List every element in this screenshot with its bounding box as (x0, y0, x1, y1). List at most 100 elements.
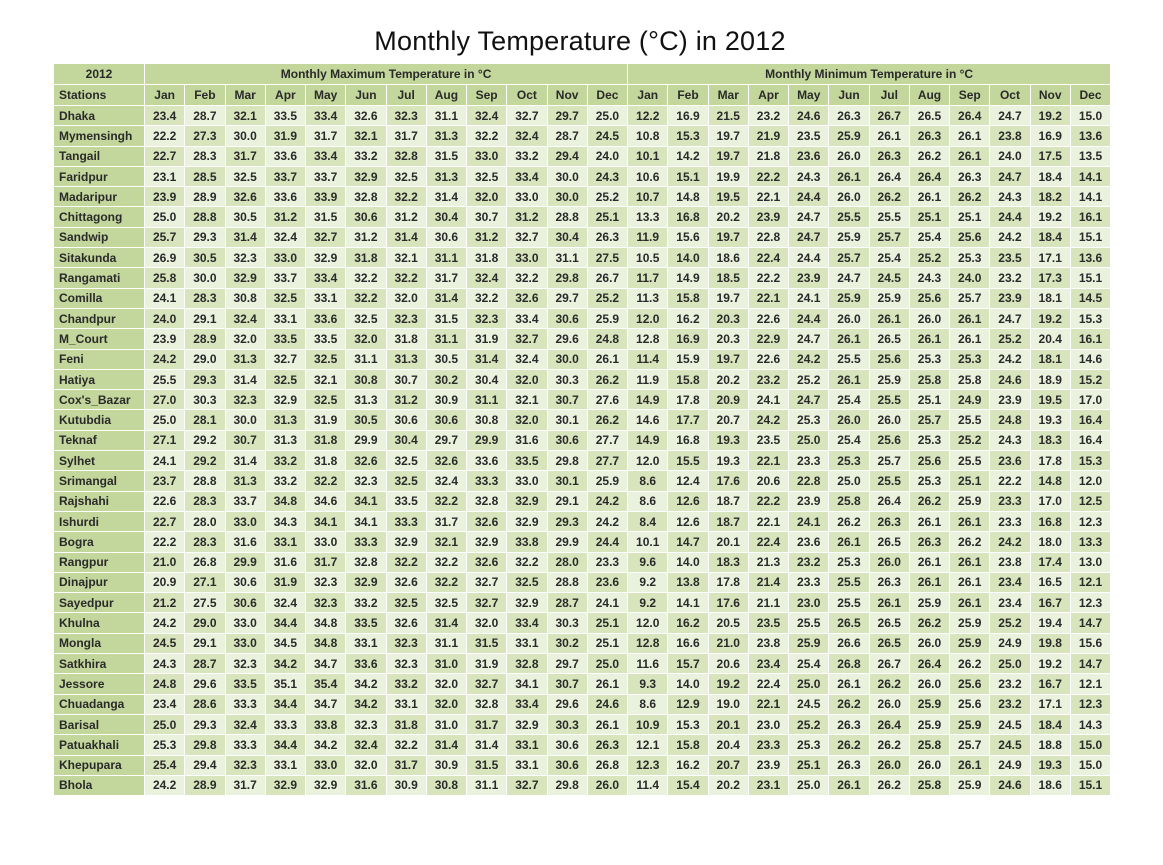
min-temperature-cell: 9.6 (627, 551, 669, 573)
max-temperature-cell: 32.7 (264, 348, 307, 370)
max-temperature-cell: 31.1 (546, 247, 588, 269)
max-temperature-cell: 31.3 (264, 429, 307, 452)
min-temperature-cell: 24.2 (989, 348, 1031, 370)
max-temperature-cell: 31.8 (385, 713, 427, 736)
max-temperature-cell: 31.7 (465, 713, 508, 736)
min-temperature-cell: 26.1 (828, 368, 870, 391)
min-temperature-cell: 26.3 (908, 531, 951, 553)
max-temperature-cell: 33.3 (224, 693, 266, 715)
max-temperature-cell: 28.8 (546, 571, 588, 594)
month-header-min-dec: Dec (1069, 84, 1112, 106)
max-temperature-cell: 29.9 (465, 429, 508, 452)
table-row: Hatiya 25.5 29.3 31.4 32.5 32.1 30.8 30.7 30.2 30… (53, 368, 1112, 391)
max-temperature-cell: 33.2 (345, 145, 387, 167)
max-temperature-cell: 29.8 (546, 774, 588, 797)
max-temperature-cell: 29.6 (546, 693, 588, 715)
min-temperature-cell: 25.7 (828, 247, 870, 269)
max-temperature-cell: 31.0 (425, 713, 468, 736)
max-temperature-cell: 33.0 (224, 612, 266, 634)
max-temperature-cell: 31.5 (465, 754, 508, 776)
min-temperature-cell: 25.9 (949, 490, 991, 512)
min-temperature-cell: 16.9 (1029, 125, 1071, 147)
min-temperature-cell: 17.7 (667, 409, 709, 431)
max-temperature-cell: 33.8 (304, 713, 347, 736)
min-temperature-cell: 20.9 (707, 389, 749, 411)
max-temperature-cell: 31.5 (465, 632, 508, 655)
min-temperature-cell: 25.5 (868, 470, 910, 492)
max-temperature-cell: 26.2 (586, 368, 629, 391)
table-row: Mongla 24.5 29.1 33.0 34.5 34.8 33.1 32.3 31.1 31… (53, 632, 1112, 655)
table-row: Mymensingh 22.2 27.3 30.0 31.9 31.7 32.1 31.7 31… (53, 125, 1112, 147)
max-temperature-cell: 32.9 (264, 774, 307, 797)
max-temperature-cell: 30.0 (546, 348, 588, 370)
max-temperature-cell: 30.8 (465, 409, 508, 431)
station-name-cell: Sandwip (53, 226, 145, 249)
table-row: Chuadanga 23.4 28.6 33.3 34.4 34.7 34.2 33.1 32.… (53, 693, 1112, 715)
min-temperature-cell: 24.7 (788, 389, 830, 411)
max-temperature-cell: 26.3 (586, 226, 629, 249)
max-temperature-cell: 32.3 (224, 653, 266, 675)
max-temperature-cell: 32.6 (385, 571, 427, 594)
max-temperature-cell: 32.0 (385, 287, 427, 309)
min-temperature-cell: 25.9 (828, 125, 870, 147)
max-temperature-cell: 32.4 (224, 307, 266, 330)
max-temperature-cell: 29.7 (546, 653, 588, 675)
max-temperature-cell: 24.2 (143, 612, 186, 634)
max-temperature-cell: 25.8 (143, 267, 186, 289)
min-temperature-cell: 23.2 (747, 368, 790, 391)
max-temperature-cell: 33.0 (506, 186, 548, 208)
min-temperature-cell: 15.8 (667, 734, 709, 756)
max-temperature-cell: 29.3 (184, 368, 226, 391)
station-name-cell: Comilla (53, 287, 145, 309)
max-temperature-cell: 26.1 (586, 673, 629, 695)
min-temperature-cell: 25.3 (949, 247, 991, 269)
min-temperature-cell: 26.2 (868, 734, 910, 756)
min-temperature-cell: 12.0 (1069, 470, 1112, 492)
max-temperature-cell: 31.4 (425, 734, 468, 756)
min-temperature-cell: 26.1 (949, 754, 991, 776)
min-temperature-cell: 23.5 (747, 429, 790, 452)
min-temperature-cell: 23.3 (788, 450, 830, 472)
station-name-cell: Tangail (53, 145, 145, 167)
min-temperature-cell: 24.7 (989, 104, 1031, 127)
max-temperature-cell: 33.5 (224, 673, 266, 695)
min-temperature-cell: 26.1 (949, 510, 991, 533)
min-temperature-cell: 16.4 (1069, 429, 1112, 452)
min-temperature-cell: 26.0 (868, 551, 910, 573)
max-temperature-cell: 27.7 (586, 429, 629, 452)
max-temperature-cell: 33.2 (264, 450, 307, 472)
min-temperature-cell: 14.6 (627, 409, 669, 431)
max-temperature-cell: 26.7 (586, 267, 629, 289)
min-temperature-cell: 16.7 (1029, 592, 1071, 614)
min-temperature-cell: 20.2 (707, 206, 749, 228)
max-temperature-cell: 26.1 (586, 348, 629, 370)
min-temperature-cell: 12.8 (627, 328, 669, 350)
min-temperature-cell: 25.9 (828, 287, 870, 309)
min-temperature-cell: 12.2 (627, 104, 669, 127)
max-temperature-cell: 35.1 (264, 673, 307, 695)
min-temperature-cell: 19.4 (1029, 612, 1071, 634)
min-temperature-cell: 12.3 (1069, 510, 1112, 533)
max-temperature-cell: 32.8 (465, 490, 508, 512)
max-temperature-cell: 30.6 (546, 429, 588, 452)
max-temperature-cell: 25.0 (586, 653, 629, 675)
max-temperature-cell: 34.6 (304, 490, 347, 512)
max-temperature-cell: 31.6 (345, 774, 387, 797)
min-temperature-cell: 25.9 (908, 693, 951, 715)
min-temperature-cell: 25.6 (908, 287, 951, 309)
min-temperature-cell: 19.3 (707, 450, 749, 472)
month-header-max-feb: Feb (184, 84, 226, 106)
max-temperature-cell: 32.1 (304, 368, 347, 391)
min-temperature-cell: 10.8 (627, 125, 669, 147)
min-temperature-cell: 23.2 (989, 267, 1031, 289)
max-temperature-cell: 32.5 (304, 389, 347, 411)
min-temperature-cell: 25.9 (828, 226, 870, 249)
min-temperature-cell: 23.4 (989, 571, 1031, 594)
min-temperature-cell: 16.4 (1069, 409, 1112, 431)
table-row: Sitakunda 26.9 30.5 32.3 33.0 32.9 31.8 32.1 31.… (53, 247, 1112, 269)
min-temperature-cell: 26.1 (949, 571, 991, 594)
min-temperature-cell: 17.1 (1029, 247, 1071, 269)
min-temperature-cell: 26.4 (949, 104, 991, 127)
max-temperature-cell: 34.7 (304, 693, 347, 715)
max-temperature-cell: 31.4 (465, 734, 508, 756)
